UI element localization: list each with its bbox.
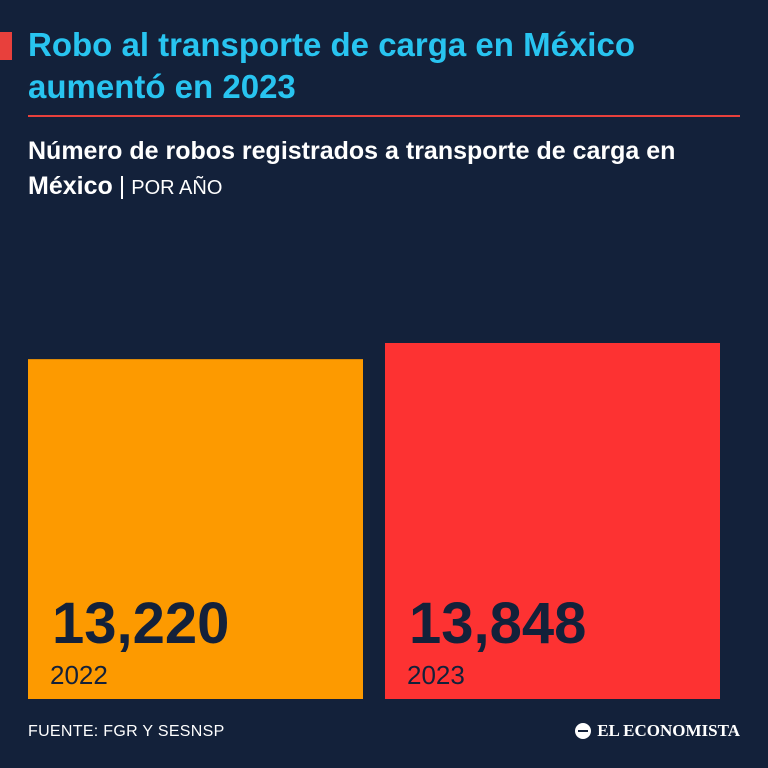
title-accent-bar (0, 32, 12, 60)
subtitle-text: Número de robos registrados a transporte… (28, 137, 676, 200)
headline-title: Robo al transporte de carga en México au… (28, 26, 635, 105)
bar-2023 (385, 343, 720, 699)
el-economista-logo-icon (575, 723, 592, 739)
brand-logo: EL ECONOMISTA (575, 721, 740, 741)
bar-value-label-2022: 13,220 (52, 591, 229, 656)
unit-label: POR AÑO (131, 177, 223, 199)
bar-value-label-2023: 13,848 (409, 591, 586, 656)
brand-name: EL ECONOMISTA (597, 721, 740, 740)
source-note: FUENTE: FGR Y SESNSP (28, 723, 225, 740)
category-label-2023: 2023 (407, 660, 465, 690)
subtitle-separator: | (118, 172, 126, 200)
chart-subtitle: Número de robos registrados a transporte… (28, 134, 728, 206)
bar-2022 (28, 359, 363, 699)
category-label-2022: 2022 (50, 660, 108, 690)
title-divider (28, 115, 740, 117)
